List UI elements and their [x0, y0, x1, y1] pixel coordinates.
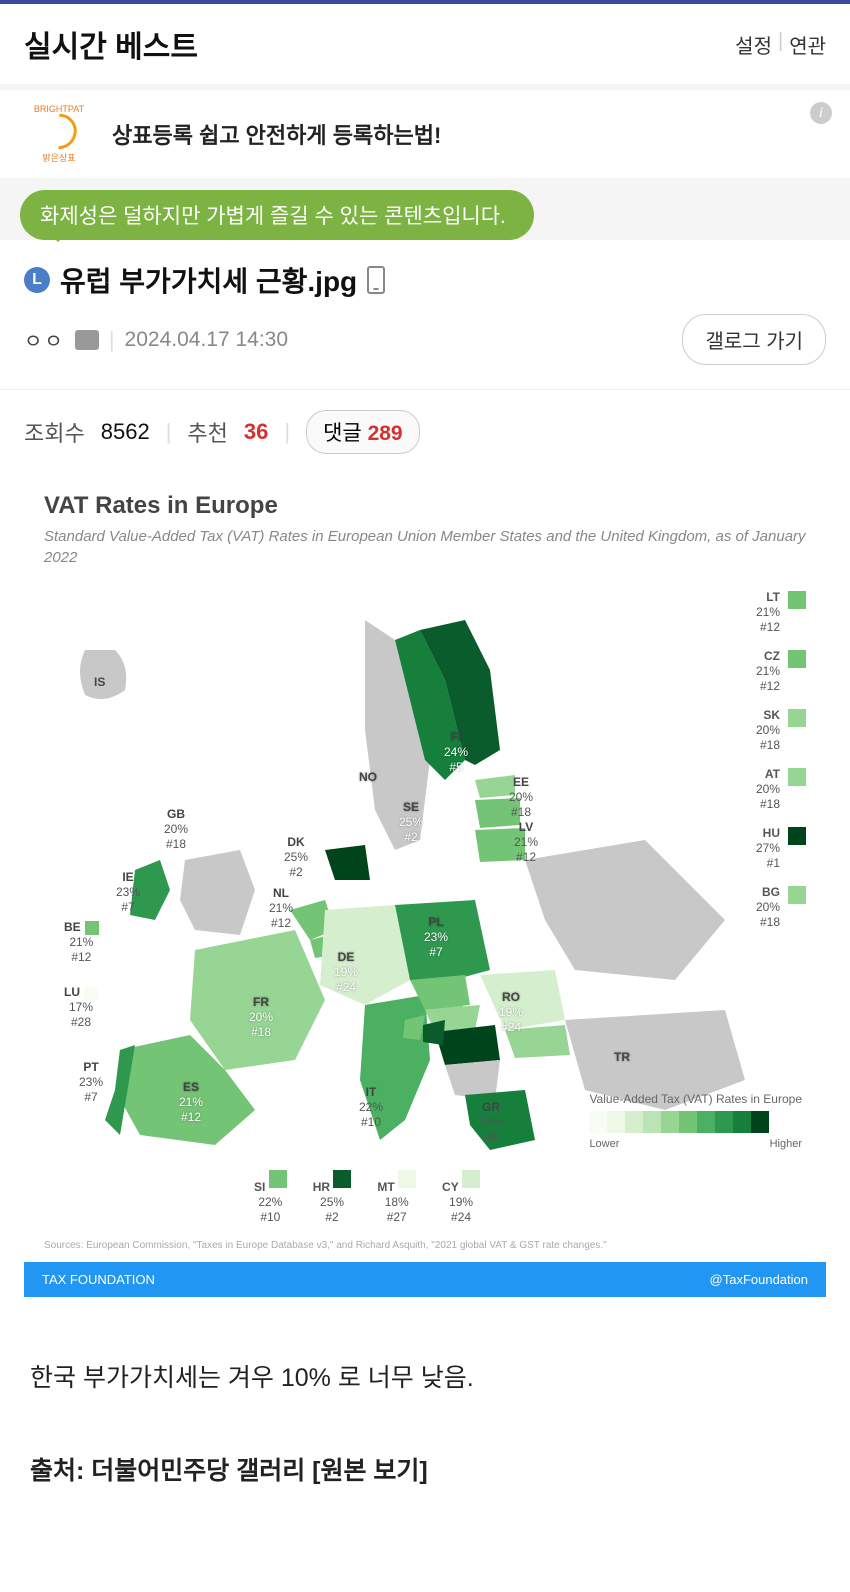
country-label-de: DE19%#24 [334, 950, 358, 995]
ad-info-icon[interactable]: i [810, 102, 832, 124]
post-body: 한국 부가가치세는 겨우 10% 로 너무 낮음. 출처: 더불어민주당 갤러리… [0, 1307, 850, 1592]
sidebar-country-bg: BG20%#18 [756, 885, 806, 930]
comments-button[interactable]: 댓글 289 [306, 410, 420, 454]
chart-source: Sources: European Commission, "Taxes in … [24, 1225, 826, 1262]
post-title: 유럽 부가가치세 근황.jpg [60, 260, 357, 300]
country-label-nl: NL21%#12 [269, 886, 293, 931]
country-label-ro: RO19%#24 [499, 990, 523, 1035]
chart-subtitle: Standard Value-Added Tax (VAT) Rates in … [24, 526, 826, 580]
post-stats: 조회수 8562 | 추천 36 | 댓글 289 [0, 389, 850, 474]
gallery-button[interactable]: 갤로그 가기 [682, 314, 826, 365]
country-label-gb: GB20%#18 [164, 807, 188, 852]
sidebar-country-at: AT20%#18 [756, 767, 806, 812]
header-links: 설정 | 연관 [735, 30, 826, 59]
gradient-legend: Value-Added Tax (VAT) Rates in Europe Lo… [589, 1092, 802, 1150]
chart-container: VAT Rates in Europe Standard Value-Added… [0, 474, 850, 1307]
post-timestamp: 2024.04.17 14:30 [125, 328, 289, 352]
country-label-be: BE21%#12 [64, 920, 99, 965]
sidebar-country-hu: HU27%#1 [756, 826, 806, 871]
author-badge-icon [75, 330, 99, 350]
sidebar-country-cz: CZ21%#12 [756, 649, 806, 694]
body-source[interactable]: 출처: 더불어민주당 갤러리 [원본 보기] [30, 1450, 820, 1493]
sidebar-country-lt: LT21%#12 [756, 590, 806, 635]
country-label-lu: LU17%#28 [64, 985, 98, 1030]
country-label-se: SE25%#2 [399, 800, 423, 845]
country-label-es: ES21%#12 [179, 1080, 203, 1125]
related-link[interactable]: 연관 [789, 30, 826, 59]
title-badge-icon: L [24, 267, 50, 293]
page-header: 실시간 베스트 설정 | 연관 [0, 4, 850, 84]
country-label-is: IS [94, 675, 105, 690]
ad-text: 상표등록 쉽고 안전하게 등록하는법! [112, 118, 441, 150]
country-label-lv: LV21%#12 [514, 820, 538, 865]
country-label-it: IT22%#10 [359, 1085, 383, 1130]
chart-footer: TAX FOUNDATION @TaxFoundation [24, 1262, 826, 1297]
country-label-tr: TR [614, 1050, 630, 1065]
settings-link[interactable]: 설정 [735, 30, 772, 59]
country-label-fr: FR20%#18 [249, 995, 273, 1040]
country-label-fi: FI24%#5 [444, 730, 468, 775]
body-line: 한국 부가가치세는 겨우 10% 로 너무 낮음. [30, 1357, 820, 1400]
country-label-ee: EE20%#18 [509, 775, 533, 820]
rec-label: 추천 [187, 416, 227, 448]
mobile-icon [367, 266, 385, 294]
country-label-no: NO [359, 770, 377, 785]
ad-logo: BRIGHTPAT 밝은상표 [24, 104, 94, 164]
chart-title: VAT Rates in Europe [24, 474, 826, 526]
views-label: 조회수 [24, 416, 85, 448]
section-title: 실시간 베스트 [24, 22, 198, 66]
country-label-pl: PL23%#7 [424, 915, 448, 960]
sidebar-country-sk: SK20%#18 [756, 708, 806, 753]
country-label-pt: PT23%#7 [79, 1060, 103, 1105]
ad-banner[interactable]: BRIGHTPAT 밝은상표 상표등록 쉽고 안전하게 등록하는법! i [0, 90, 850, 178]
country-label-dk: DK25%#2 [284, 835, 308, 880]
views-count: 8562 [101, 419, 150, 445]
sidebar-legend: LT21%#12 CZ21%#12 SK20%#18 AT20%#18 HU27%#1 B… [756, 590, 806, 944]
category-pill: 화제성은 덜하지만 가볍게 즐길 수 있는 콘텐츠입니다. [20, 190, 534, 240]
country-label-gr: GR24%#5 [479, 1100, 503, 1145]
author-name[interactable]: ㅇㅇ [24, 325, 65, 354]
post-header: L 유럽 부가가치세 근황.jpg ㅇㅇ | 2024.04.17 14:30 … [0, 240, 850, 389]
rec-count: 36 [244, 419, 268, 445]
country-label-ie: IE23%#7 [116, 870, 140, 915]
europe-map: IS GB20%#18 IE23%#7 BE21%#12 LU17%#28 PT23%#7… [24, 580, 826, 1200]
